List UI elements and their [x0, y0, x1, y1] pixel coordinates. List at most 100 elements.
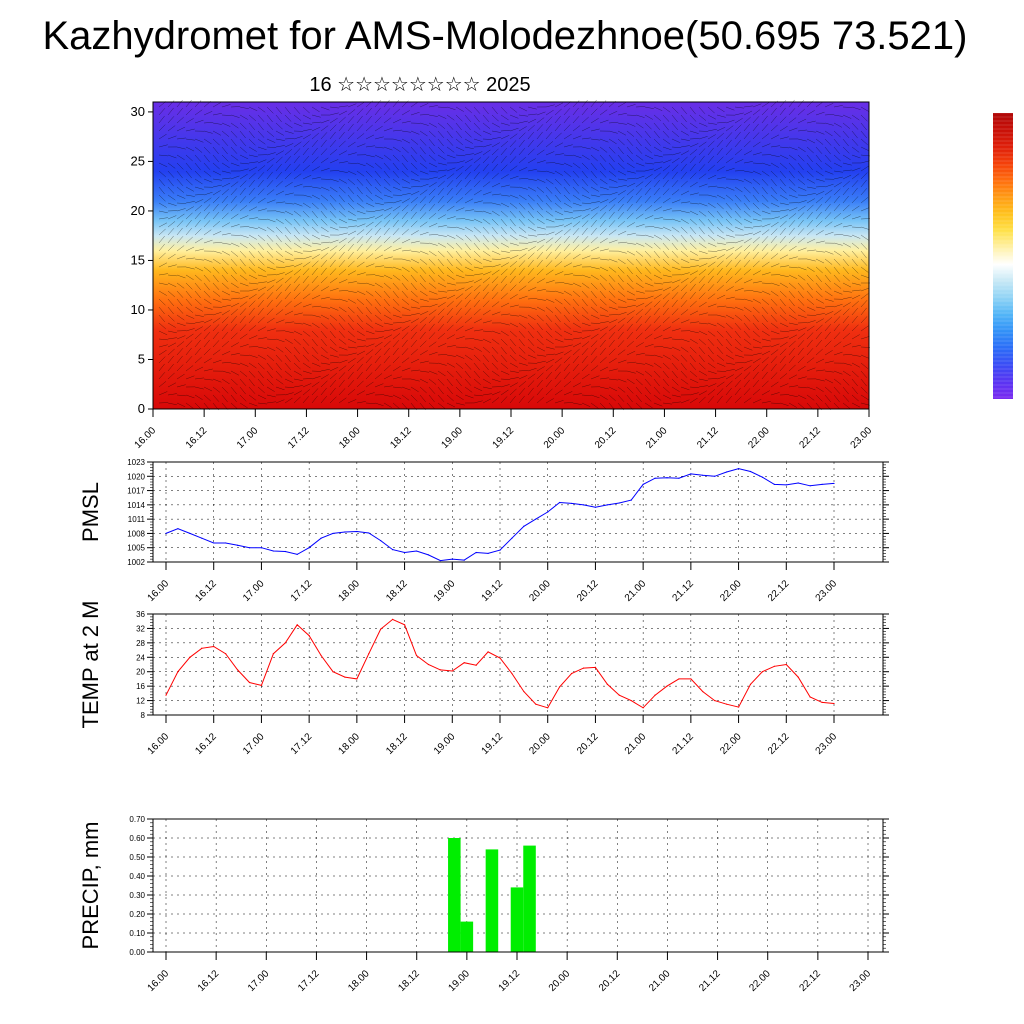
- wind-barb: [599, 248, 609, 252]
- wind-barb: [320, 125, 329, 132]
- wind-barb: [221, 242, 231, 245]
- wind-barb: [797, 186, 807, 191]
- wind-barb: [689, 392, 699, 396]
- wind-barb: [482, 172, 490, 180]
- wind-barb: [257, 146, 267, 151]
- wind-barb: [500, 330, 509, 336]
- wind-barb: [815, 313, 825, 316]
- wind-barb: [419, 221, 428, 228]
- wind-barb: [374, 254, 384, 260]
- wind-barb: [770, 134, 780, 140]
- wind-barb: [176, 373, 185, 380]
- wind-barb: [266, 370, 273, 379]
- wind-barb: [743, 110, 753, 116]
- wind-barb: [842, 258, 849, 267]
- precip-xtick-label: 20.12: [597, 968, 623, 994]
- wind-barb: [788, 178, 796, 186]
- wind-barb: [203, 319, 213, 324]
- wind-barb: [608, 204, 616, 212]
- xsec-ytick-label: 20: [131, 203, 145, 218]
- wind-barb: [320, 286, 329, 292]
- wind-barb: [743, 150, 752, 156]
- wind-barb: [230, 146, 238, 154]
- wind-barb: [788, 213, 797, 220]
- wind-barb: [617, 394, 625, 402]
- wind-barb: [347, 109, 356, 116]
- wind-barb: [554, 210, 564, 216]
- wind-barb: [338, 131, 345, 140]
- wind-barb: [167, 314, 175, 322]
- wind-barb: [734, 245, 743, 252]
- wind-barb: [302, 338, 310, 346]
- wind-barb: [824, 221, 833, 228]
- wind-barb: [752, 290, 762, 293]
- wind-barb: [797, 228, 805, 236]
- wind-barb: [239, 106, 249, 110]
- wind-barb: [626, 154, 634, 162]
- wind-barb: [338, 186, 346, 194]
- wind-barb: [374, 125, 383, 132]
- wind-barb: [626, 203, 633, 212]
- wind-barb: [806, 367, 816, 372]
- wind-barb: [500, 135, 510, 140]
- temp-point: [165, 694, 167, 696]
- wind-barb: [689, 386, 699, 389]
- wind-barb: [275, 138, 285, 141]
- wind-barb: [725, 125, 734, 132]
- wind-barb: [167, 186, 175, 194]
- wind-barb: [473, 291, 480, 300]
- wind-barb: [320, 330, 327, 339]
- wind-barb: [320, 296, 330, 300]
- temp-xtick-label: 21.12: [671, 731, 697, 757]
- wind-barb: [491, 130, 501, 133]
- wind-barb: [752, 141, 761, 148]
- wind-barb: [185, 154, 193, 162]
- wind-barb: [824, 154, 832, 162]
- wind-barb: [770, 282, 780, 286]
- wind-barb: [824, 138, 832, 146]
- wind-barb: [554, 153, 564, 156]
- wind-barb: [626, 282, 634, 290]
- wind-barb: [365, 107, 372, 116]
- wind-barb: [230, 114, 240, 118]
- pmsl-point: [344, 531, 346, 533]
- wind-barb: [410, 378, 420, 382]
- temp-xtick-label: 17.12: [289, 731, 315, 757]
- wind-barb: [482, 242, 490, 250]
- wind-barb: [284, 226, 291, 235]
- wind-barb: [491, 182, 501, 188]
- wind-barb: [779, 364, 787, 372]
- precip-xtick-label: 17.00: [246, 968, 272, 994]
- wind-barb: [194, 377, 204, 380]
- wind-barb: [383, 207, 393, 212]
- wind-barb: [608, 154, 615, 163]
- wind-barb: [320, 362, 330, 365]
- wind-barb: [491, 258, 501, 260]
- wind-barb: [464, 299, 471, 308]
- wind-barb: [842, 290, 852, 293]
- wind-barb: [545, 379, 552, 388]
- wind-barb: [833, 274, 841, 282]
- wind-barb: [518, 114, 528, 117]
- wind-barb: [257, 250, 264, 259]
- temp-point: [201, 647, 203, 649]
- wind-barb: [266, 226, 275, 233]
- wind-barb: [635, 146, 643, 154]
- precip-xtick-label: 16.00: [146, 968, 172, 994]
- wind-barb: [797, 205, 806, 212]
- wind-barb: [455, 172, 463, 180]
- wind-barb: [797, 247, 807, 252]
- wind-barb: [752, 358, 761, 364]
- wind-barb: [311, 362, 321, 367]
- wind-barb: [347, 236, 355, 244]
- wind-barb: [761, 371, 768, 380]
- wind-barb: [464, 274, 474, 277]
- wind-barb: [761, 338, 771, 342]
- wind-barb: [833, 402, 841, 410]
- wind-barb: [428, 146, 435, 155]
- wind-barb: [680, 163, 687, 172]
- wind-barb: [176, 220, 184, 228]
- wind-barb: [365, 170, 373, 178]
- wind-barb: [761, 306, 769, 314]
